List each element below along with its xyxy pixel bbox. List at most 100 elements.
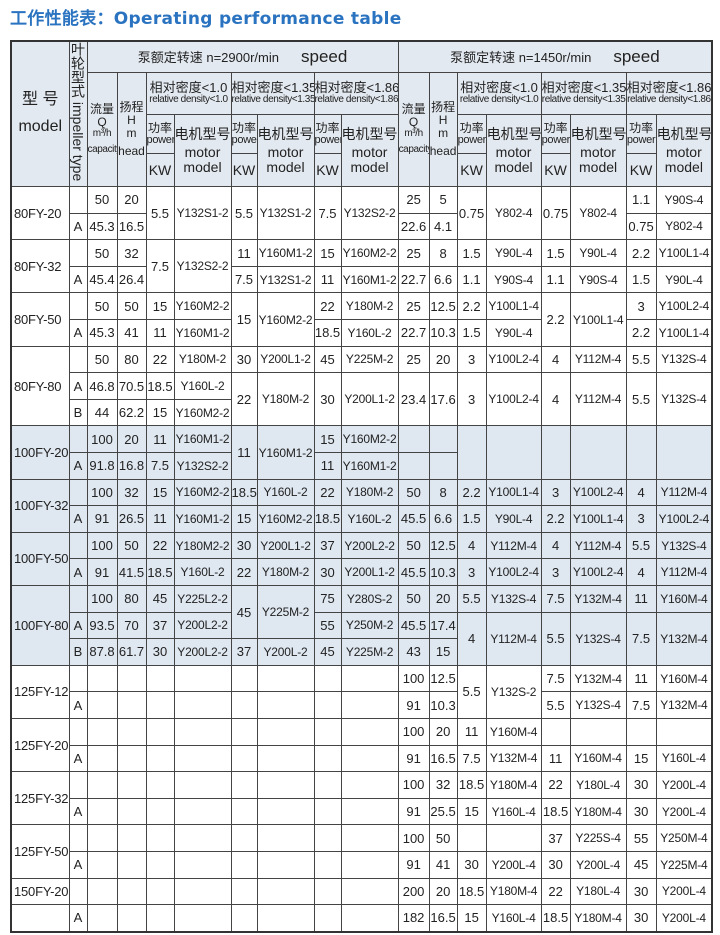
table-cell <box>86 904 118 933</box>
table-cell: 70.5 <box>116 372 147 400</box>
table-cell <box>230 664 258 693</box>
table-cell: 15 <box>456 904 487 933</box>
table-cell: 30 <box>625 771 657 799</box>
motor-model-cell: Y132S-4 <box>485 584 542 613</box>
model-cell: 100FY-80 <box>10 584 70 666</box>
density-en: relative density<1.86 <box>627 94 711 106</box>
table-cell: 4 <box>540 372 571 427</box>
table-cell <box>625 425 657 480</box>
motor-model-cell: Y200L-2 <box>256 638 315 666</box>
motor-model-cell: Y200L2-2 <box>173 611 232 640</box>
motor-model-cell: Y90S-4 <box>569 265 627 294</box>
capacity-en: capacity <box>87 144 117 156</box>
table-cell: 7.5 <box>456 744 487 773</box>
table-cell: 20 <box>428 584 458 613</box>
motor-model-cell: Y200L-4 <box>485 850 542 879</box>
motor-model-cell: Y160M1-2 <box>256 239 315 267</box>
table-cell: 91 <box>397 744 430 773</box>
motor-model-cell: Y225M-2 <box>256 584 315 640</box>
capacity-symbol: Q <box>408 115 419 130</box>
table-cell: 37 <box>145 611 175 640</box>
table-cell: 25 <box>397 239 430 267</box>
motor-model-cell: Y100L2-4 <box>569 478 627 507</box>
table-row: 125FY-12.510012.55.5Y132S-27.5Y132M-411Y… <box>10 664 713 719</box>
motor-model-cell: Y132S1-2 <box>173 186 232 241</box>
table-cell <box>86 717 118 746</box>
motor-model-cell: Y90L-4 <box>655 265 713 294</box>
motor-model-cell: Y225M-2 <box>340 638 399 666</box>
table-cell: 4.1 <box>428 212 458 241</box>
motor-model-cell: Y160L-2 <box>173 372 232 400</box>
motor-model-cell: Y112M-4 <box>655 478 713 507</box>
motor-model-cell: Y100L2-4 <box>569 558 627 586</box>
motor-model-header: 电机型号 motor model <box>256 114 315 188</box>
impeller-type-cell: A <box>68 265 88 294</box>
table-cell: 50 <box>428 824 458 852</box>
table-cell: 20 <box>428 877 458 906</box>
table-cell: 5.5 <box>456 584 487 613</box>
table-cell <box>340 664 399 693</box>
table-cell <box>256 877 315 906</box>
motor-model-cell: Y132S2-2 <box>173 239 232 294</box>
table-cell <box>68 771 88 799</box>
table-cell <box>428 452 458 480</box>
table-row: A 45.4 26.4 7.5 Y132S1-2 11 Y160M1-2 22.7 6.6 1.1… <box>11 265 713 294</box>
table-cell: 37 <box>313 531 342 560</box>
density-header: 相对密度<1.0 relative density<1.0 <box>456 71 542 116</box>
table-cell <box>540 425 571 480</box>
impeller-type-cell: A <box>68 691 88 719</box>
power-cn: 功率 <box>543 120 568 135</box>
speed-label: speed <box>301 47 348 67</box>
impeller-header: 叶轮型式 impeller type <box>68 40 88 188</box>
table-cell: 7.5 <box>540 664 571 693</box>
motor-en: model <box>579 158 618 175</box>
table-cell: 26.5 <box>116 505 147 533</box>
table-cell: 15 <box>145 478 175 507</box>
power-cn: 功率 <box>147 120 172 135</box>
table-cell: 6.6 <box>428 505 458 533</box>
table-cell: 11 <box>540 744 571 773</box>
table-row: A 91 25.5 15 Y160L-4 18.5 Y180M-4 30 Y200L-4 <box>11 797 713 826</box>
table-cell: 15 <box>625 744 657 773</box>
table-cell: 17.6 <box>428 372 458 427</box>
motor-cn: 电机型号 <box>570 125 627 142</box>
motor-model-cell: Y180M-2 <box>256 372 315 427</box>
table-cell: 45.3 <box>86 212 118 241</box>
table-cell <box>145 717 175 746</box>
motor-model-header: 电机型号 motor model <box>340 114 399 188</box>
table-cell: 12.5 <box>428 292 458 321</box>
table-cell: 50 <box>86 292 118 321</box>
table-cell: 91.8 <box>86 452 118 480</box>
density-cn: 相对密度<1.86 <box>626 80 712 96</box>
table-cell <box>145 771 175 799</box>
motor-model-cell: Y132M-4 <box>655 611 713 666</box>
motor-model-cell: Y250M-4 <box>655 824 713 852</box>
motor-model-cell: Y160M2-2 <box>173 478 232 507</box>
table-cell: 15 <box>456 797 487 826</box>
power-en: power <box>146 133 174 146</box>
table-cell <box>145 850 175 879</box>
table-cell <box>116 877 147 906</box>
table-cell <box>230 717 258 746</box>
density-cn: 相对密度<1.35 <box>231 80 314 96</box>
table-cell: 22 <box>145 531 175 560</box>
power-cn: 功率 <box>629 120 654 135</box>
table-row: A 93.5 70 37 Y200L2-2 55 Y250M-2 45.5 17.4 4 Y112M… <box>11 611 713 666</box>
table-cell <box>86 744 118 773</box>
table-cell <box>256 824 315 852</box>
motor-model-cell: Y90S-4 <box>655 186 713 214</box>
power-en: power <box>314 133 341 146</box>
table-row: 125FY-20 100 20 11 Y160M-4 <box>10 717 713 773</box>
motor-model-cell: Y160M1-2 <box>340 452 399 480</box>
table-cell: 22 <box>540 877 571 906</box>
motor-model-cell: Y100L1-4 <box>485 292 542 321</box>
table-cell: 4 <box>625 478 657 507</box>
table-cell: 100 <box>86 531 118 560</box>
table-cell <box>340 850 399 879</box>
table-cell: 200 <box>397 877 430 906</box>
table-cell <box>173 877 232 906</box>
table-cell: 11 <box>313 265 342 294</box>
density-en: relative density<1.0 <box>149 94 228 106</box>
